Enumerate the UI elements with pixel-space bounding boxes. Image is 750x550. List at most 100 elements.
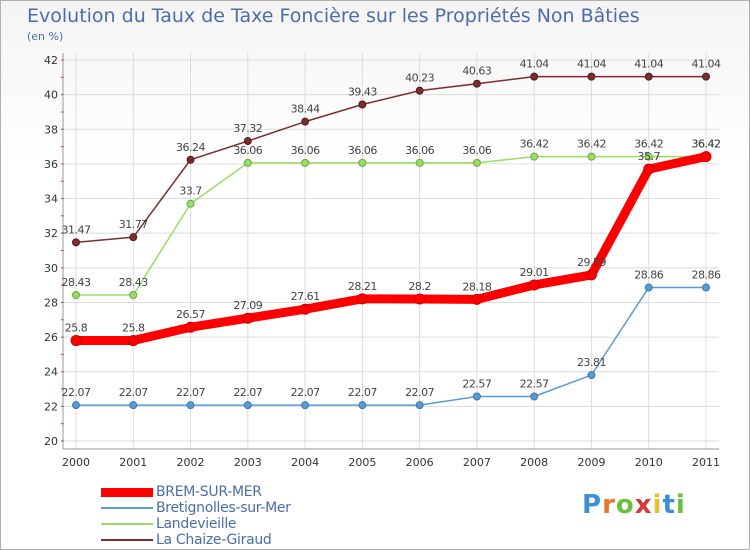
data-label: 41.04 [520,58,549,71]
y-tick-label: 32 [44,227,58,240]
x-tick-label: 2004 [291,456,319,469]
data-label: 22.07 [62,386,91,399]
data-point [301,117,310,126]
data-point [587,152,596,161]
data-label: 27.61 [291,290,320,303]
data-point [242,312,254,324]
data-point [358,158,367,167]
data-label: 22.07 [176,386,205,399]
y-tick-label: 36 [44,158,58,171]
y-tick-label: 22 [44,400,58,413]
data-label: 22.57 [462,377,491,390]
data-point [587,371,596,380]
data-point [530,152,539,161]
data-point [530,72,539,81]
data-label: 36.06 [405,144,434,157]
data-label: 40.23 [405,72,434,85]
logo-letter: t [662,490,676,520]
data-point [356,293,368,305]
data-point [471,293,483,305]
legend-item-landevieille[interactable]: Landevieille [101,516,237,532]
data-point [414,293,426,305]
data-label: 28.86 [692,269,721,282]
data-label: 22.07 [233,386,262,399]
data-point [472,392,481,401]
legend-item-brem-sur-mer[interactable]: BREM-SUR-MER [101,484,262,500]
data-point [415,158,424,167]
data-point [301,401,310,410]
y-axis-unit: (en %) [27,30,64,43]
y-tick-label: 30 [44,262,58,275]
series-line-landevieille [75,155,707,296]
data-label: 36.06 [462,144,491,157]
legend-item-la-chaize-giraud[interactable]: La Chaize-Giraud [101,532,272,548]
data-label: 22.07 [291,386,320,399]
logo-letter: o [615,490,635,520]
data-point [72,291,80,300]
data-label: 36.06 [233,144,262,157]
data-label: 33.7 [179,185,202,198]
data-point [644,152,653,161]
data-point [301,158,310,167]
data-label: 36.42 [577,138,606,151]
legend-label: Bretignolles-sur-Mer [156,500,291,516]
legend-item-bretignolles-sur-mer[interactable]: Bretignolles-sur-Mer [101,500,291,516]
data-label: 22.07 [119,386,148,399]
data-label: 37.32 [233,122,262,135]
data-label: 28.2 [408,280,431,293]
logo-letter: i [675,490,686,520]
data-point [358,401,367,410]
data-point [643,163,655,175]
data-label: 41.04 [692,58,721,71]
data-label: 22.07 [405,386,434,399]
y-tick-label: 40 [44,89,58,102]
data-label: 31.77 [119,218,148,231]
series-line-la-chaize-giraud [75,75,707,244]
chart-title: Evolution du Taux de Taxe Foncière sur l… [27,5,640,27]
logo-letter: i [652,490,663,520]
data-point [585,269,597,281]
data-point [472,158,481,167]
legend-swatch [101,487,153,497]
logo-letter: P [582,490,603,520]
data-label: 23.81 [577,356,606,369]
data-point [702,72,710,81]
legend-label: Landevieille [156,516,237,532]
data-point [186,401,195,410]
data-label: 38.44 [291,103,320,116]
data-point [186,155,195,164]
data-label: 28.86 [634,269,663,282]
data-point [358,100,367,109]
data-label: 25.8 [65,322,88,335]
x-tick-label: 2009 [577,456,605,469]
data-label: 36.24 [176,141,205,154]
data-label: 41.04 [634,58,663,71]
x-tick-label: 2001 [119,456,147,469]
data-label: 28.18 [462,280,491,293]
data-label: 41.04 [577,58,606,71]
data-point [243,137,252,146]
series-lines [70,72,712,410]
series-line-brem-sur-mer [71,152,711,346]
data-label: 36.42 [692,138,721,151]
legend-swatch [101,523,153,525]
data-label: 29.01 [520,266,549,279]
y-tick-label: 38 [44,123,58,136]
data-label: 36.06 [291,144,320,157]
x-tick-label: 2003 [234,456,262,469]
y-tick-label: 42 [44,54,58,67]
data-label: 26.57 [176,308,205,321]
data-label: 28.43 [119,276,148,289]
data-label: 31.47 [62,223,91,236]
data-label: 29.59 [577,256,606,269]
data-point [415,401,424,410]
y-tick-label: 34 [44,193,58,206]
data-point [186,199,195,208]
proxiti-logo: Proxiti [582,490,686,520]
x-tick-label: 2002 [177,456,205,469]
data-label: 36.42 [520,138,549,151]
y-tick-label: 20 [44,435,58,448]
data-label: 40.63 [462,65,491,78]
